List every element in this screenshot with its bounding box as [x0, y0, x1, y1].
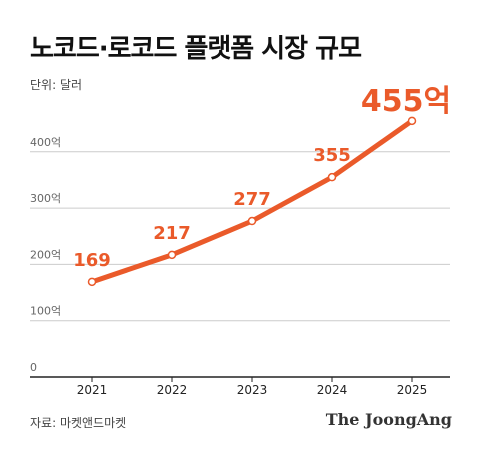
data-points	[87, 116, 417, 287]
data-point	[247, 216, 257, 226]
gridlines	[30, 151, 450, 322]
data-label: 277	[233, 189, 271, 210]
x-tick-label: 2021	[77, 383, 108, 397]
y-tick-label: 200억	[30, 248, 61, 261]
unit-label: 단위: 달러	[30, 78, 83, 92]
data-label: 455억	[361, 84, 451, 119]
source-note: 자료: 마켓앤드마켓	[30, 416, 127, 430]
data-point	[87, 277, 97, 287]
data-point	[167, 250, 177, 260]
data-point	[407, 116, 417, 126]
x-axis-ticks: 2021 2022 2023 2024 2025	[77, 377, 428, 397]
data-point	[327, 172, 337, 182]
publisher-logo: The JoongAng	[325, 410, 452, 429]
y-axis-ticks: 0 100억 200억 300억 400억	[30, 136, 61, 374]
x-tick-label: 2023	[237, 383, 268, 397]
y-tick-label: 0	[30, 361, 37, 374]
y-tick-label: 400억	[30, 136, 61, 149]
y-tick-label: 300억	[30, 192, 61, 205]
data-labels: 169 217 277 355 455억	[73, 84, 451, 271]
data-label: 355	[313, 145, 351, 166]
x-tick-label: 2025	[397, 383, 428, 397]
data-label: 217	[153, 223, 191, 244]
chart-title: 노코드·로코드 플랫폼 시장 규모	[30, 34, 362, 64]
data-label: 169	[73, 250, 111, 271]
x-tick-label: 2024	[317, 383, 348, 397]
y-tick-label: 100억	[30, 305, 61, 318]
x-tick-label: 2022	[157, 383, 188, 397]
